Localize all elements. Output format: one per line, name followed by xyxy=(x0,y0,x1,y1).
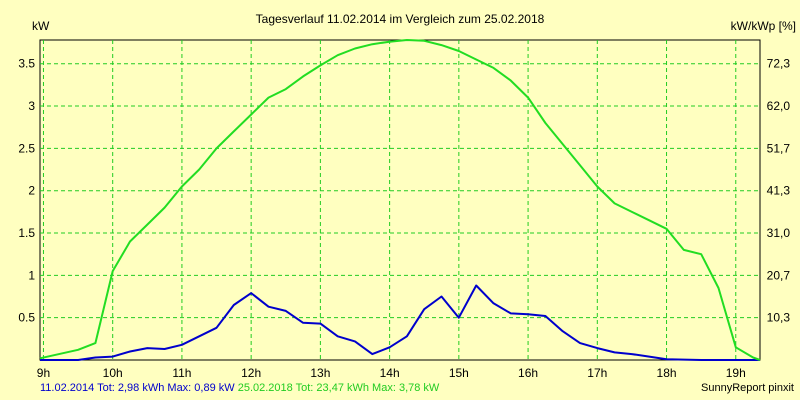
y-tick-label-right: 20,7 xyxy=(767,268,791,282)
plot-frame xyxy=(39,39,761,361)
y-tick-label-left: 0.5 xyxy=(18,311,35,325)
brand-label: SunnyReport pinxit xyxy=(701,382,794,394)
y-tick-label-right: 10,3 xyxy=(767,311,791,325)
series-line-2 xyxy=(39,39,761,361)
x-tick-label: 13h xyxy=(310,366,330,380)
x-tick-label: 12h xyxy=(241,366,261,380)
y-tick-label-right: 31,0 xyxy=(767,226,791,240)
y-tick-label-left: 3.5 xyxy=(18,57,35,71)
x-tick-label: 17h xyxy=(587,366,607,380)
y-tick-label-left: 1.5 xyxy=(18,226,35,240)
y-tick-label-left: 2.5 xyxy=(18,141,35,155)
series-lines xyxy=(39,39,761,361)
y-tick-label-right: 51,7 xyxy=(767,141,791,155)
y-axis-right-label: kW/kWp [%] xyxy=(731,19,796,33)
x-tick-label: 9h xyxy=(37,366,50,380)
y-axis-left-label: kW xyxy=(32,19,50,33)
x-tick-label: 16h xyxy=(518,366,538,380)
footer-stats: 11.02.2014 Tot: 2,98 kWh Max: 0,89 kW 25… xyxy=(40,382,439,394)
x-tick-label: 11h xyxy=(172,366,191,380)
series-2-stats: 25.02.2018 Tot: 23,47 kWh Max: 3,78 kW xyxy=(237,382,440,394)
y-tick-label-right: 72,3 xyxy=(767,57,791,71)
grid xyxy=(40,40,760,360)
x-tick-label: 14h xyxy=(380,366,400,380)
y-tick-label-left: 2 xyxy=(28,184,35,198)
series-line-1 xyxy=(40,284,760,361)
x-tick-label: 19h xyxy=(726,366,746,380)
tick-labels: 9h 10h 11h 12h 13h 14h 15h 16h 17h 18h 19h 0.5 1 1.5 2… xyxy=(18,57,790,380)
y-tick-label-left: 1 xyxy=(28,268,35,282)
y-tick-label-right: 62,0 xyxy=(767,99,791,113)
y-tick-label-left: 3 xyxy=(28,99,35,113)
x-tick-label: 15h xyxy=(449,366,469,380)
x-tick-label: 10h xyxy=(103,366,123,380)
series-1-stats: 11.02.2014 Tot: 2,98 kWh Max: 0,89 kW xyxy=(40,382,235,394)
x-tick-label: 18h xyxy=(657,366,677,380)
y-tick-label-right: 41,3 xyxy=(767,184,791,198)
chart-title: Tagesverlauf 11.02.2014 im Vergleich zum… xyxy=(256,12,545,26)
